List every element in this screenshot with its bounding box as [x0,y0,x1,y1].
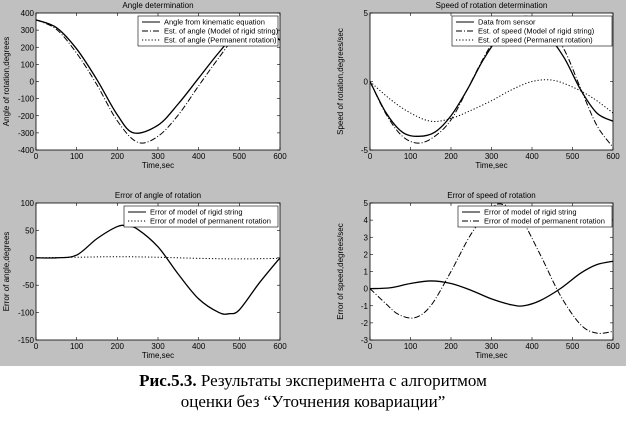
x-tick-label: 300 [151,152,165,161]
y-axis-label: Speed of rotation,degrees/sec [336,28,345,135]
legend-entry: Data from sensor [478,18,536,27]
caption-line-1: Рис.5.3. Результаты эксперимента с алгор… [0,370,626,391]
y-axis-label: Error of angle,degrees [2,232,11,312]
legend-entry: Angle from kinematic equation [164,18,265,27]
x-axis-label: Time,sec [475,161,507,170]
series-line-1 [36,224,280,315]
x-tick-label: 300 [485,152,499,161]
caption-label: Рис.5.3. [139,371,197,390]
y-tick-label: -200 [18,112,35,121]
y-tick-label: 1 [364,268,369,277]
x-tick-label: 100 [70,152,84,161]
caption-line-2: оценки без “Уточнения ковариации” [180,392,446,411]
y-tick-label: 100 [21,60,35,69]
x-tick-label: 500 [233,342,247,351]
caption-text-1: Результаты эксперимента с алгоритмом [200,371,487,390]
x-tick-label: 0 [368,342,373,351]
y-tick-label: 5 [364,9,369,18]
y-tick-label: 0 [30,78,35,87]
y-tick-label: 5 [364,199,369,208]
series-line-2 [36,19,280,144]
x-tick-label: 400 [525,152,539,161]
x-tick-label: 600 [606,342,620,351]
x-tick-label: 600 [273,342,287,351]
angle-determination-plot: Angle determination 0 100 200 300 400 500 600 -4… [2,1,287,170]
y-tick-label: 0 [30,254,35,263]
y-tick-label: -3 [361,336,369,345]
y-tick-label: -1 [361,302,369,311]
x-tick-label: 0 [368,152,373,161]
chart-title: Error of speed of rotation [447,191,536,200]
x-tick-label: 200 [111,152,125,161]
legend-entry: Est. of angle (Permanent rotation) [164,36,277,45]
x-tick-label: 500 [233,152,247,161]
y-tick-label: 200 [21,43,35,52]
y-axis-label: Error of speed,degrees/sec [336,223,345,320]
y-tick-label: -100 [18,95,35,104]
legend-entry: Est. of speed (Permanent rotation) [478,36,593,45]
series-line-3 [370,79,613,122]
x-tick-label: 0 [34,152,39,161]
y-tick-label: 0 [364,78,369,87]
x-tick-label: 0 [34,342,39,351]
legend-box [123,205,279,228]
figure-caption: Рис.5.3. Результаты эксперимента с алгор… [0,370,626,412]
y-tick-label: -300 [18,129,35,138]
x-tick-label: 200 [444,342,458,351]
y-tick-label: -50 [22,281,34,290]
x-tick-label: 600 [606,152,620,161]
x-tick-label: 500 [566,152,580,161]
x-tick-label: 400 [525,342,539,351]
y-tick-label: 50 [25,226,34,235]
y-tick-label: 300 [21,26,35,35]
x-tick-label: 400 [192,342,206,351]
y-tick-label: -400 [18,146,35,155]
chart-title: Speed of rotation determination [436,1,548,10]
x-tick-label: 500 [566,342,580,351]
legend-box [457,205,613,228]
legend-box [451,15,613,47]
speed-error-plot: Error of speed of rotation 0 100 200 300 400 5… [336,191,620,360]
x-axis-label: Time,sec [142,351,174,360]
series-line-2 [36,256,280,260]
x-tick-label: 100 [70,342,84,351]
angle-error-plot: Error of angle of rotation 0 100 200 300 400 5… [2,191,287,360]
y-tick-label: 3 [364,233,369,242]
x-tick-label: 400 [192,152,206,161]
legend-entry: Est. of speed (Model of rigid string) [478,27,595,36]
y-axis-label: Angle of rotation,degrees [2,37,11,126]
speed-determination-plot: Speed of rotation determination 0 100 200 30… [336,1,620,170]
y-tick-label: 4 [364,216,369,225]
y-tick-label: -100 [18,309,35,318]
y-tick-label: 2 [364,250,369,259]
y-tick-label: 0 [364,285,369,294]
x-tick-label: 300 [151,342,165,351]
series-line-1 [370,260,613,307]
x-tick-label: 200 [111,342,125,351]
y-tick-label: 100 [21,199,35,208]
x-tick-label: 200 [444,152,458,161]
chart-title: Error of angle of rotation [115,191,201,200]
x-tick-label: 300 [485,342,499,351]
y-tick-label: -150 [18,336,35,345]
x-tick-label: 100 [404,342,418,351]
y-tick-label: -2 [361,319,369,328]
x-tick-label: 100 [404,152,418,161]
y-tick-label: 400 [21,9,35,18]
legend-entry: Error of model of rigid string [150,208,243,217]
legend-entry: Error of model of rigid string [484,208,577,217]
x-axis-label: Time,sec [142,161,174,170]
legend-box [137,15,279,47]
chart-title: Angle determination [122,1,193,10]
series-line-1 [370,23,613,137]
legend-entry: Error of model of permanent rotation [484,217,605,226]
x-axis-label: Time,sec [475,351,507,360]
x-tick-label: 600 [273,152,287,161]
legend-entry: Error of model of permanent rotation [150,217,271,226]
y-tick-label: -5 [361,146,369,155]
legend-entry: Est. of angle (Model of rigid string) [164,27,279,36]
